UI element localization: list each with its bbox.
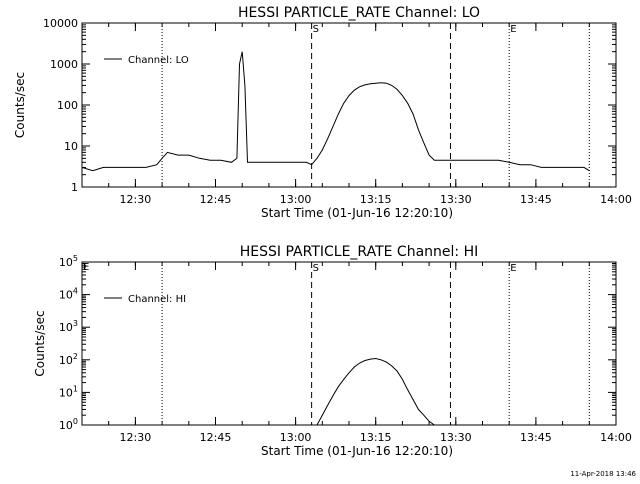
- corner-marker: E: [83, 262, 89, 273]
- y-tick-label: 103: [59, 319, 78, 334]
- footer-timestamp: 11-Apr-2018 13:46: [570, 470, 636, 478]
- x-tick-label: 13:45: [520, 431, 552, 444]
- y-tick-label: 102: [59, 352, 78, 367]
- x-tick-label: 13:00: [280, 193, 312, 206]
- series-line-1: [316, 357, 435, 425]
- x-axis-label: Start Time (01-Jun-16 12:20:10): [261, 206, 453, 220]
- legend-label: Channel: HI: [128, 294, 186, 305]
- y-tick-label: 1: [71, 181, 78, 194]
- x-tick-label: 14:00: [600, 431, 632, 444]
- x-tick-label: 12:45: [200, 431, 232, 444]
- panel-1: HESSI PARTICLE_RATE Channel: LO S E 12:30 12…: [13, 5, 632, 220]
- y-tick-label: 1000: [50, 58, 78, 71]
- x-tick-label: 13:30: [440, 193, 472, 206]
- y-tick-label: 10: [64, 140, 78, 153]
- marker-s: S: [313, 263, 319, 274]
- chart-title: HESSI PARTICLE_RATE Channel: LO: [238, 5, 480, 21]
- x-tick-label: 12:45: [200, 193, 232, 206]
- y-tick-label: 10000: [43, 17, 78, 30]
- x-tick-label: 12:30: [120, 193, 152, 206]
- y-axis-label: Counts/sec: [13, 72, 27, 138]
- x-tick-label: 12:30: [120, 431, 152, 444]
- x-tick-label: 13:30: [440, 431, 472, 444]
- marker-s: S: [313, 24, 319, 35]
- x-tick-label: 13:00: [280, 431, 312, 444]
- y-tick-label: 100: [59, 417, 78, 432]
- y-tick-label: 101: [59, 384, 78, 399]
- y-tick-label: 104: [59, 287, 78, 302]
- y-axis-label: Counts/sec: [33, 310, 47, 376]
- marker-e: E: [510, 24, 516, 35]
- x-tick-label: 14:00: [600, 193, 632, 206]
- chart-title: HESSI PARTICLE_RATE Channel: HI: [240, 244, 478, 260]
- x-tick-label: 13:15: [360, 193, 392, 206]
- legend-label: Channel: LO: [128, 55, 189, 66]
- series-line-1: [82, 51, 590, 172]
- x-tick-label: 13:45: [520, 193, 552, 206]
- marker-e: E: [510, 263, 516, 274]
- y-tick-label: 100: [57, 99, 78, 112]
- panel-2: HESSI PARTICLE_RATE Channel: HI S E E 12:30 1…: [33, 244, 632, 458]
- y-tick-label: 105: [59, 254, 78, 269]
- x-tick-label: 13:15: [360, 431, 392, 444]
- x-axis-label: Start Time (01-Jun-16 12:20:10): [261, 444, 453, 458]
